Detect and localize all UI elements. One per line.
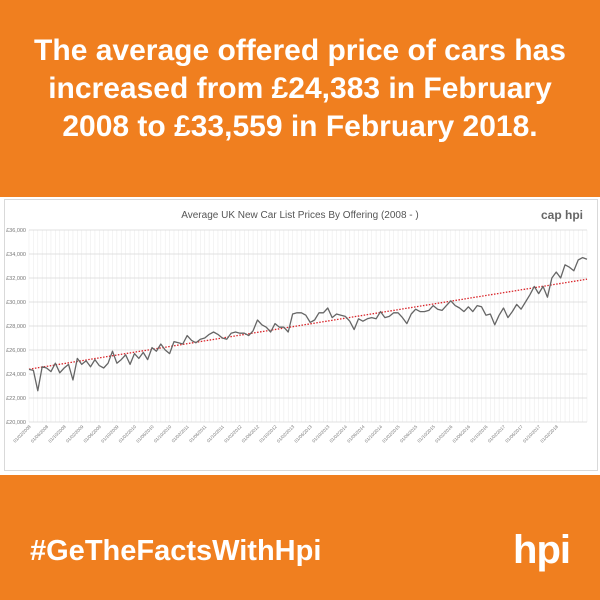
x-tick-label: 01/06/2011 [188,424,208,444]
chart-panel: Average UK New Car List Prices By Offeri… [0,197,600,475]
headline: The average offered price of cars has in… [34,34,566,143]
y-tick-label: £30,000 [6,300,26,306]
y-tick-label: £36,000 [6,228,26,234]
line-chart: £20,000 £22,000 £24,000 £26,000 £28,000 £30,0… [6,228,588,444]
trend-line [28,278,588,370]
y-tick-label: £34,000 [6,252,26,258]
x-tick-label: 01/02/2011 [171,424,191,444]
chart-title: Average UK New Car List Prices By Offeri… [181,210,419,221]
chart-frame: Average UK New Car List Prices By Offeri… [4,199,598,471]
x-tick-label: 01/10/2010 [153,424,173,444]
y-tick-label: £26,000 [6,348,26,354]
y-tick-label: £20,000 [6,420,26,426]
y-tick-label: £24,000 [6,372,26,378]
hashtag: #GeTheFactsWithHpi [30,535,322,567]
y-tick-label: £22,000 [6,396,26,402]
price-series-line [28,256,588,392]
x-tick-label: 01/02/2018 [539,424,559,444]
cap-hpi-logo: cap hpi [540,208,583,222]
y-tick-label: £32,000 [6,276,26,282]
hpi-logo: hpi [513,528,571,572]
y-tick-label: £28,000 [6,324,26,330]
